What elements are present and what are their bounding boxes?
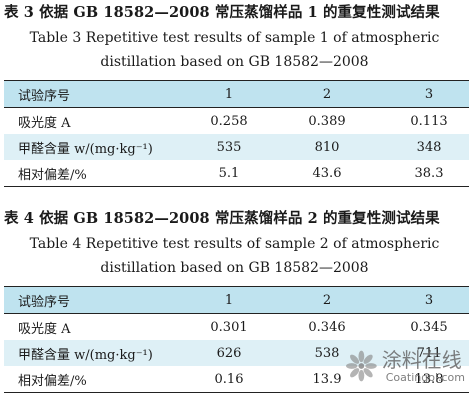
row-label: 甲醛含量 w/(mg·kg⁻¹)	[4, 340, 183, 366]
table-cell: 0.346	[308, 319, 346, 335]
row-label: 相对偏差/%	[4, 160, 183, 187]
table-4-block: 表 4 依据 GB 18582—2008 常压蒸馏样品 2 的重复性测试结果 T…	[0, 206, 469, 393]
table-4-title-en-line1: Table 4 Repetitive test results of sampl…	[29, 236, 440, 252]
header-cell: 试验序号	[4, 286, 183, 314]
row-label: 吸光度 A	[18, 321, 71, 337]
table-header-row: 试验序号 1 2 3	[4, 80, 469, 108]
header-cell: 1	[183, 286, 275, 314]
table-row: 甲醛含量 w/(mg·kg⁻¹) 535 810 348	[4, 134, 469, 160]
header-cell: 3	[379, 286, 469, 314]
header-cell: 1	[183, 80, 275, 108]
table-3-title-cn: 表 3 依据 GB 18582—2008 常压蒸馏样品 1 的重复性测试结果	[4, 4, 440, 21]
table-cell: 0.345	[410, 319, 448, 335]
table-row: 相对偏差/% 0.16 13.9 13.8	[4, 366, 469, 393]
table-cell: 43.6	[275, 160, 379, 187]
table-cell: 535	[183, 134, 275, 160]
table-3-title-en-line1: Table 3 Repetitive test results of sampl…	[29, 30, 440, 46]
table-4-title-cn: 表 4 依据 GB 18582—2008 常压蒸馏样品 2 的重复性测试结果	[4, 210, 440, 227]
table-4: 试验序号 1 2 3 吸光度 A 0.301 0.346 0.345 甲醛含量 …	[4, 286, 469, 393]
table-cell: 0.258	[210, 113, 248, 129]
table-cell: 711	[379, 340, 469, 366]
table-cell: 810	[275, 134, 379, 160]
table-row: 相对偏差/% 5.1 43.6 38.3	[4, 160, 469, 187]
table-3: 试验序号 1 2 3 吸光度 A 0.258 0.389 0.113 甲醛含量 …	[4, 80, 469, 187]
table-3-title-en-line2: distillation based on GB 18582—2008	[100, 54, 369, 70]
table-cell: 626	[183, 340, 275, 366]
header-cell: 3	[379, 80, 469, 108]
table-row: 吸光度 A 0.301 0.346 0.345	[4, 314, 469, 341]
table-cell: 5.1	[183, 160, 275, 187]
table-row: 甲醛含量 w/(mg·kg⁻¹) 626 538 711	[4, 340, 469, 366]
table-cell: 538	[275, 340, 379, 366]
table-cell: 0.389	[308, 113, 346, 129]
table-cell: 0.113	[410, 113, 448, 129]
table-cell: 13.9	[275, 366, 379, 393]
table-4-title-en-line2: distillation based on GB 18582—2008	[100, 260, 369, 276]
table-cell: 38.3	[379, 160, 469, 187]
table-3-block: 表 3 依据 GB 18582—2008 常压蒸馏样品 1 的重复性测试结果 T…	[0, 0, 469, 187]
table-row: 吸光度 A 0.258 0.389 0.113	[4, 108, 469, 135]
row-label: 吸光度 A	[18, 115, 71, 131]
table-cell: 348	[379, 134, 469, 160]
table-header-row: 试验序号 1 2 3	[4, 286, 469, 314]
table-cell: 0.16	[183, 366, 275, 393]
header-cell: 试验序号	[4, 80, 183, 108]
header-cell: 2	[275, 286, 379, 314]
header-cell: 2	[275, 80, 379, 108]
table-cell: 13.8	[379, 366, 469, 393]
table-cell: 0.301	[210, 319, 248, 335]
row-label: 相对偏差/%	[4, 366, 183, 393]
row-label: 甲醛含量 w/(mg·kg⁻¹)	[4, 134, 183, 160]
